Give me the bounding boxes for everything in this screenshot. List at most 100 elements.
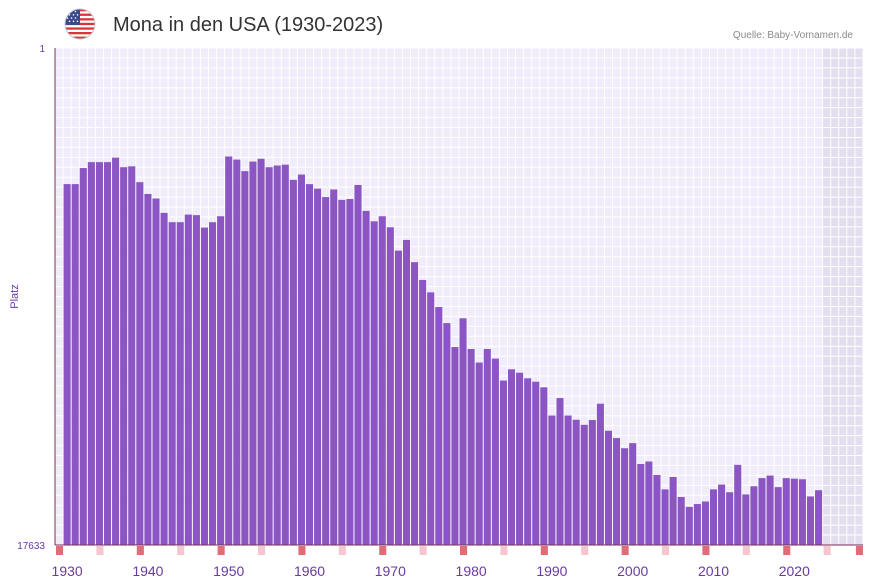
bar-1946: [192, 215, 200, 545]
bar-1980: [467, 349, 475, 545]
bar-1981: [475, 362, 483, 545]
bar-1958: [289, 179, 297, 545]
bar-2014: [742, 494, 750, 545]
bar-1947: [200, 227, 209, 546]
bar-2009: [701, 501, 709, 545]
bar-1960: [305, 184, 314, 545]
bar-1945: [184, 214, 192, 545]
bar-2002: [645, 461, 653, 545]
bar-1971: [394, 250, 402, 546]
bar-1968: [370, 221, 378, 546]
bar-1986: [516, 372, 524, 545]
bar-1934: [95, 162, 103, 545]
decade-marker: [702, 546, 710, 555]
decade-marker: [56, 546, 64, 555]
bar-1957: [281, 164, 289, 545]
bar-1935: [103, 162, 112, 545]
bar-1967: [362, 210, 370, 546]
bar-1984: [499, 380, 507, 545]
decade-marker: [136, 546, 144, 555]
mid-decade-marker: [258, 546, 266, 555]
bar-1978: [451, 347, 459, 545]
bar-2021: [798, 479, 806, 545]
bar-1973: [411, 262, 419, 545]
bar-1930: [63, 184, 71, 545]
bar-2007: [685, 506, 693, 545]
bar-1963: [330, 189, 338, 546]
bar-2010: [709, 489, 718, 545]
x-tick-label: 1970: [375, 563, 406, 579]
x-tick-label: 1980: [456, 563, 487, 579]
mid-decade-marker: [338, 546, 346, 555]
decade-markers: [56, 546, 863, 555]
bar-2000: [629, 443, 637, 545]
bar-1941: [152, 198, 160, 545]
mid-decade-marker: [742, 546, 750, 555]
bar-1985: [507, 369, 516, 545]
bar-2012: [726, 492, 734, 545]
y-axis-title: Platz: [9, 284, 21, 308]
bar-1998: [613, 438, 621, 545]
bar-1939: [136, 182, 144, 545]
bar-2011: [718, 484, 726, 545]
bar-1955: [265, 167, 273, 545]
bar-1977: [443, 323, 451, 545]
bar-1942: [160, 212, 168, 545]
bar-1937: [120, 167, 128, 545]
bar-1996: [596, 403, 604, 545]
bar-1948: [209, 222, 217, 545]
bar-1944: [176, 222, 184, 545]
mid-decade-marker: [581, 546, 589, 555]
bar-2019: [782, 478, 790, 545]
bar-1979: [459, 318, 467, 545]
bar-1972: [402, 239, 411, 545]
bar-1976: [435, 307, 443, 545]
bar-1953: [249, 161, 257, 545]
decade-marker: [855, 546, 863, 555]
bar-2001: [637, 464, 645, 545]
bar-1992: [564, 415, 572, 545]
decade-marker: [460, 546, 468, 555]
bar-1943: [168, 222, 176, 545]
chart-title: Mona in den USA (1930-2023): [113, 14, 384, 36]
bar-1988: [532, 381, 540, 545]
source-credit: Quelle: Baby-Vornamen.de: [732, 30, 853, 41]
bar-1962: [322, 197, 330, 546]
bar-1940: [144, 193, 152, 545]
bar-2022: [806, 496, 815, 545]
bar-1987: [524, 378, 532, 545]
bar-2006: [677, 496, 685, 545]
bar-1949: [217, 216, 225, 546]
x-tick-label: 2010: [698, 563, 729, 579]
mid-decade-marker: [500, 546, 508, 555]
x-tick-label: 1930: [52, 563, 83, 579]
bar-1961: [314, 188, 322, 545]
decade-marker: [621, 546, 629, 555]
x-tick-label: 1950: [213, 563, 244, 579]
y-tick-label-bottom: 17633: [17, 541, 45, 552]
bar-1950: [225, 156, 233, 545]
x-tick-label: 2000: [617, 563, 648, 579]
x-tick-labels: 1930 1940 1950 1960 1970 1980 1990 2000 2010 2020: [52, 563, 811, 579]
bar-2015: [750, 486, 758, 545]
decade-marker: [217, 546, 225, 555]
bar-1966: [354, 184, 362, 545]
decade-marker: [379, 546, 387, 555]
y-tick-label-top: 1: [39, 44, 45, 55]
bar-2005: [669, 476, 677, 545]
bar-2020: [790, 478, 798, 545]
bar-1989: [540, 387, 548, 545]
bar-1974: [419, 279, 427, 545]
bar-2018: [774, 487, 782, 545]
bar-1997: [604, 430, 613, 545]
bar-1991: [556, 398, 564, 545]
bar-2017: [766, 475, 774, 545]
bar-2023: [815, 490, 823, 545]
bar-1931: [71, 184, 79, 545]
bar-1995: [588, 420, 596, 545]
bar-1938: [128, 166, 136, 546]
mid-decade-marker: [662, 546, 670, 555]
bar-1952: [241, 171, 249, 545]
decade-marker: [298, 546, 306, 555]
